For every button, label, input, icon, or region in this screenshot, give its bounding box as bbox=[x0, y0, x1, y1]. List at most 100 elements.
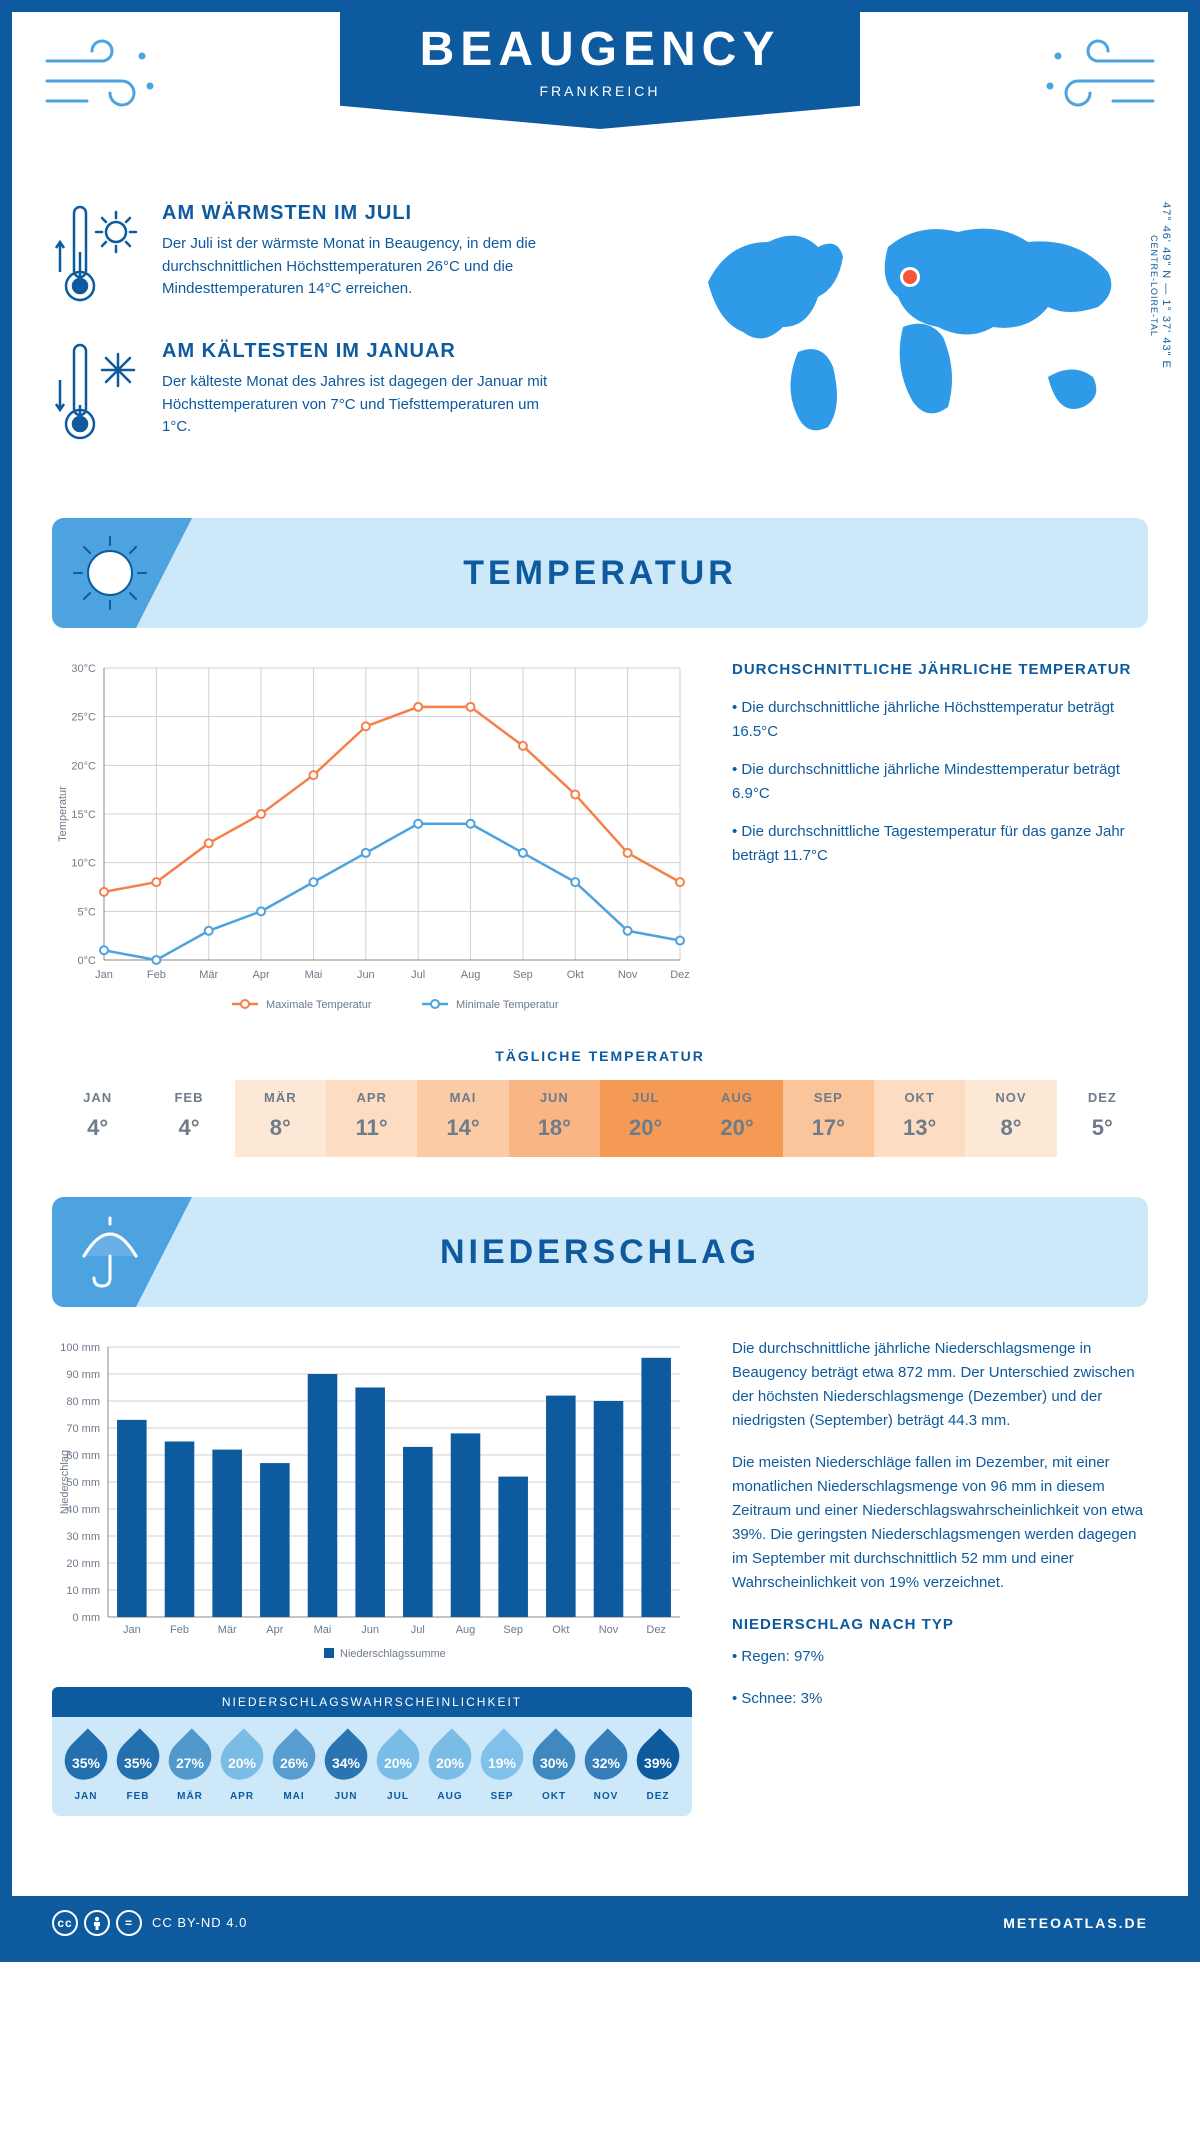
svg-text:Sep: Sep bbox=[503, 1624, 523, 1636]
svg-text:Mär: Mär bbox=[218, 1624, 237, 1636]
svg-text:80 mm: 80 mm bbox=[66, 1396, 100, 1408]
probability-drop: 39%DEZ bbox=[634, 1731, 682, 1802]
cc-icon: cc bbox=[52, 1910, 78, 1936]
probability-drop: 27%MÄR bbox=[166, 1731, 214, 1802]
svg-text:20 mm: 20 mm bbox=[66, 1558, 100, 1570]
svg-text:10 mm: 10 mm bbox=[66, 1585, 100, 1597]
precipitation-bar-chart: 0 mm 10 mm 20 mm 30 mm 40 mm 50 mm 60 mm 70 mm 8… bbox=[52, 1337, 692, 1667]
svg-text:50 mm: 50 mm bbox=[66, 1477, 100, 1489]
daily-temp-cell: OKT13° bbox=[874, 1080, 965, 1157]
daily-temp-cell: NOV8° bbox=[965, 1080, 1056, 1157]
precipitation-probability: NIEDERSCHLAGSWAHRSCHEINLICHKEIT 35%JAN35… bbox=[52, 1687, 692, 1816]
svg-text:0 mm: 0 mm bbox=[73, 1612, 101, 1624]
thermometer-snow-icon bbox=[52, 340, 142, 450]
cc-icons: cc = bbox=[52, 1910, 142, 1936]
probability-drop: 26%MAI bbox=[270, 1731, 318, 1802]
fact-title: AM KÄLTESTEN IM JANUAR bbox=[162, 340, 562, 363]
svg-text:40 mm: 40 mm bbox=[66, 1504, 100, 1516]
svg-text:Feb: Feb bbox=[170, 1624, 189, 1636]
daily-temp-cell: DEZ5° bbox=[1057, 1080, 1148, 1157]
precip-type-bullet: • Regen: 97% bbox=[732, 1645, 1148, 1669]
section-header-precip: NIEDERSCHLAG bbox=[52, 1197, 1148, 1307]
svg-text:Maximale Temperatur: Maximale Temperatur bbox=[266, 999, 372, 1011]
svg-text:Jun: Jun bbox=[361, 1624, 379, 1636]
daily-temp-cell: SEP17° bbox=[783, 1080, 874, 1157]
svg-text:Aug: Aug bbox=[456, 1624, 476, 1636]
svg-text:Apr: Apr bbox=[266, 1624, 283, 1636]
summary-title: DURCHSCHNITTLICHE JÄHRLICHE TEMPERATUR bbox=[732, 658, 1148, 682]
daily-temp-cell: FEB4° bbox=[143, 1080, 234, 1157]
probability-drop: 32%NOV bbox=[582, 1731, 630, 1802]
svg-text:Minimale Temperatur: Minimale Temperatur bbox=[456, 999, 559, 1011]
svg-text:70 mm: 70 mm bbox=[66, 1423, 100, 1435]
svg-text:10°C: 10°C bbox=[71, 858, 96, 870]
daily-temp-cell: JUN18° bbox=[509, 1080, 600, 1157]
daily-temp-cell: MAI14° bbox=[417, 1080, 508, 1157]
fact-text: Der Juli ist der wärmste Monat in Beauge… bbox=[162, 233, 562, 301]
section-header-temp: TEMPERATUR bbox=[52, 518, 1148, 628]
daily-temp-cell: AUG20° bbox=[691, 1080, 782, 1157]
svg-text:100 mm: 100 mm bbox=[60, 1342, 100, 1354]
daily-title: TÄGLICHE TEMPERATUR bbox=[52, 1048, 1148, 1064]
section-title: TEMPERATUR bbox=[463, 554, 737, 593]
brand-label: METEOATLAS.DE bbox=[1003, 1915, 1148, 1931]
by-icon bbox=[84, 1910, 110, 1936]
probability-drop: 35%FEB bbox=[114, 1731, 162, 1802]
probability-drop: 20%JUL bbox=[374, 1731, 422, 1802]
svg-text:90 mm: 90 mm bbox=[66, 1369, 100, 1381]
probability-drop: 20%AUG bbox=[426, 1731, 474, 1802]
title-banner: BEAUGENCY FRANKREICH bbox=[340, 0, 860, 129]
svg-text:Mär: Mär bbox=[199, 969, 218, 981]
sun-icon bbox=[52, 518, 192, 628]
summary-bullet: • Die durchschnittliche Tagestemperatur … bbox=[732, 820, 1148, 868]
temperature-summary: DURCHSCHNITTLICHE JÄHRLICHE TEMPERATUR •… bbox=[732, 658, 1148, 882]
prob-title: NIEDERSCHLAGSWAHRSCHEINLICHKEIT bbox=[52, 1687, 692, 1717]
svg-text:Niederschlag: Niederschlag bbox=[59, 1450, 71, 1514]
svg-text:Jan: Jan bbox=[123, 1624, 141, 1636]
summary-bullet: • Die durchschnittliche jährliche Höchst… bbox=[732, 696, 1148, 744]
precip-type-bullet: • Schnee: 3% bbox=[732, 1687, 1148, 1711]
fact-coldest: AM KÄLTESTEN IM JANUAR Der kälteste Mona… bbox=[52, 340, 648, 450]
precip-type-title: NIEDERSCHLAG NACH TYP bbox=[732, 1613, 1148, 1637]
country-subtitle: FRANKREICH bbox=[350, 83, 850, 99]
fact-title: AM WÄRMSTEN IM JULI bbox=[162, 202, 562, 225]
svg-text:0°C: 0°C bbox=[78, 955, 97, 967]
page-frame: BEAUGENCY FRANKREICH AM WÄRMSTEN IM JULI… bbox=[0, 0, 1200, 1962]
svg-text:Jul: Jul bbox=[411, 969, 425, 981]
svg-text:15°C: 15°C bbox=[71, 809, 96, 821]
precip-paragraph: Die durchschnittliche jährliche Niedersc… bbox=[732, 1337, 1148, 1433]
svg-text:Jul: Jul bbox=[411, 1624, 425, 1636]
daily-temp-cell: MÄR8° bbox=[235, 1080, 326, 1157]
svg-text:Aug: Aug bbox=[461, 969, 481, 981]
wind-icon bbox=[42, 36, 162, 126]
svg-text:30 mm: 30 mm bbox=[66, 1531, 100, 1543]
svg-text:Temperatur: Temperatur bbox=[57, 786, 69, 842]
footer: cc = CC BY-ND 4.0 METEOATLAS.DE bbox=[12, 1896, 1188, 1950]
fact-warmest: AM WÄRMSTEN IM JULI Der Juli ist der wär… bbox=[52, 202, 648, 312]
svg-text:Jan: Jan bbox=[95, 969, 113, 981]
svg-text:60 mm: 60 mm bbox=[66, 1450, 100, 1462]
svg-text:Dez: Dez bbox=[646, 1624, 666, 1636]
svg-text:Niederschlagssumme: Niederschlagssumme bbox=[340, 1648, 446, 1660]
header: BEAUGENCY FRANKREICH bbox=[12, 12, 1188, 192]
section-title: NIEDERSCHLAG bbox=[440, 1233, 760, 1272]
temperature-line-chart: 0°C5°C10°C15°C20°C25°C30°CJanFebMärAprMa… bbox=[52, 658, 692, 1018]
city-title: BEAUGENCY bbox=[350, 22, 850, 77]
svg-text:Apr: Apr bbox=[253, 969, 270, 981]
svg-text:Mai: Mai bbox=[305, 969, 323, 981]
fact-text: Der kälteste Monat des Jahres ist dagege… bbox=[162, 371, 562, 439]
svg-text:Sep: Sep bbox=[513, 969, 533, 981]
svg-text:Okt: Okt bbox=[567, 969, 584, 981]
wind-icon bbox=[1038, 36, 1158, 126]
svg-text:20°C: 20°C bbox=[71, 760, 96, 772]
svg-text:Okt: Okt bbox=[552, 1624, 569, 1636]
precip-paragraph: Die meisten Niederschläge fallen im Deze… bbox=[732, 1451, 1148, 1595]
intro-row: AM WÄRMSTEN IM JULI Der Juli ist der wär… bbox=[52, 202, 1148, 478]
svg-text:Nov: Nov bbox=[599, 1624, 619, 1636]
probability-drop: 35%JAN bbox=[62, 1731, 110, 1802]
daily-temperature-strip: TÄGLICHE TEMPERATUR JAN4°FEB4°MÄR8°APR11… bbox=[52, 1048, 1148, 1157]
umbrella-icon bbox=[52, 1197, 192, 1307]
svg-text:Dez: Dez bbox=[670, 969, 690, 981]
svg-text:5°C: 5°C bbox=[78, 906, 97, 918]
probability-drop: 19%SEP bbox=[478, 1731, 526, 1802]
